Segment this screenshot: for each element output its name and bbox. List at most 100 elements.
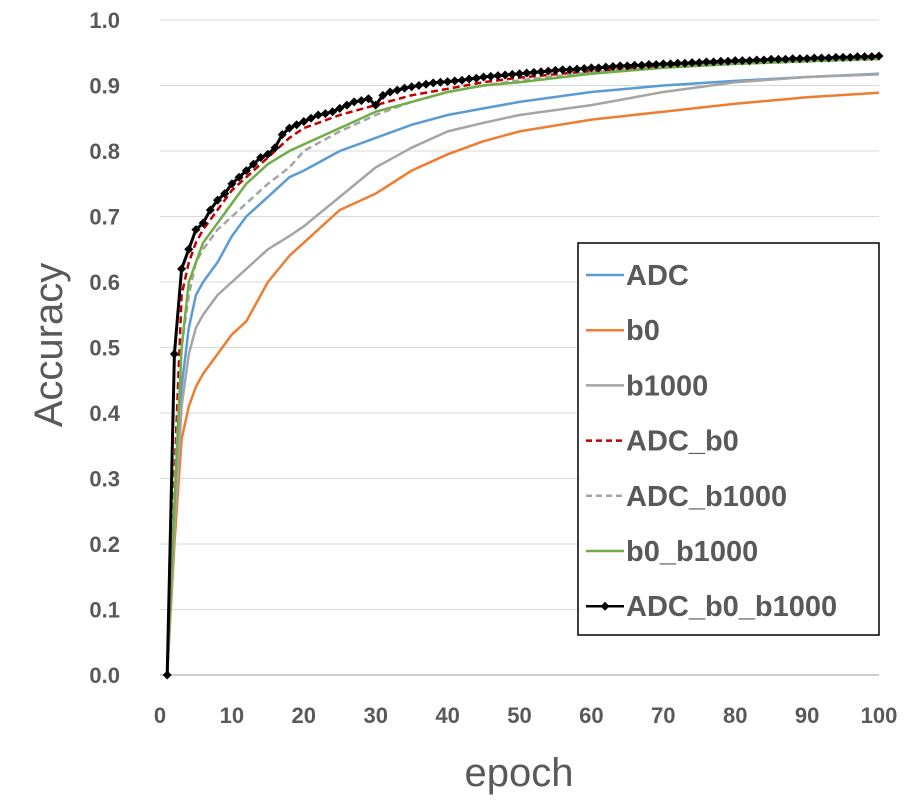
data-point-marker <box>292 120 302 130</box>
data-point-marker <box>550 65 560 75</box>
data-point-marker <box>169 349 179 359</box>
x-axis-title: epoch <box>465 751 574 795</box>
data-point-marker <box>809 53 819 63</box>
data-point-marker <box>205 205 215 215</box>
data-point-marker <box>213 195 223 205</box>
data-point-marker <box>586 63 596 73</box>
data-point-marker <box>227 179 237 189</box>
data-point-marker <box>320 109 330 119</box>
data-point-marker <box>234 172 244 182</box>
x-tick-label: 90 <box>795 703 819 728</box>
data-point-marker <box>515 69 524 79</box>
data-point-marker <box>701 57 711 67</box>
data-point-marker <box>371 100 381 110</box>
data-point-marker <box>658 59 668 69</box>
data-point-marker <box>277 130 287 140</box>
data-point-marker <box>450 76 460 86</box>
data-point-marker <box>162 670 172 680</box>
data-point-marker <box>694 58 704 68</box>
data-point-marker <box>852 52 862 62</box>
data-point-marker <box>184 244 194 254</box>
y-tick-label: 0.0 <box>89 663 120 688</box>
legend-label: ADC_b0_b1000 <box>626 591 837 623</box>
series-line-b1000 <box>165 73 880 676</box>
data-point-marker <box>601 62 611 72</box>
data-point-marker <box>299 117 309 127</box>
data-point-marker <box>342 100 352 110</box>
data-point-marker <box>558 65 568 75</box>
data-point-marker <box>723 56 733 66</box>
y-tick-label: 0.2 <box>89 532 120 557</box>
x-tick-label: 80 <box>723 703 747 728</box>
legend-label: b0_b1000 <box>626 536 758 568</box>
data-point-marker <box>421 79 431 89</box>
legend-label: ADC_b0 <box>626 426 739 458</box>
data-point-marker <box>795 54 805 64</box>
data-point-marker <box>198 218 208 228</box>
data-point-marker <box>399 83 409 93</box>
y-tick-label: 0.3 <box>89 467 120 492</box>
data-point-marker <box>680 58 690 68</box>
data-point-marker <box>824 53 834 63</box>
data-point-marker <box>594 63 604 73</box>
gridlines <box>160 19 879 610</box>
data-point-marker <box>270 143 280 153</box>
data-point-marker <box>364 94 374 104</box>
data-point-marker <box>191 225 201 235</box>
y-tick-label: 0.7 <box>89 205 120 230</box>
data-point-marker <box>479 72 489 82</box>
data-point-marker <box>335 103 345 113</box>
data-point-marker <box>608 62 618 72</box>
data-point-marker <box>716 56 726 66</box>
data-point-marker <box>241 166 251 176</box>
data-point-marker <box>565 65 575 75</box>
data-point-marker <box>665 59 675 69</box>
y-tick-label: 0.9 <box>89 74 120 99</box>
data-point-marker <box>263 149 273 159</box>
data-point-marker <box>457 75 467 85</box>
data-point-marker <box>220 189 230 199</box>
y-tick-label: 0.4 <box>89 401 120 426</box>
data-point-marker <box>781 54 791 64</box>
x-tick-label: 60 <box>579 703 603 728</box>
axes: 0.0 0.1 0.2 0.3 0.4 0.5 0.6 0.7 0.8 0.9 1.0 0 10 20 30… <box>89 8 897 728</box>
data-point-marker <box>860 52 870 62</box>
data-point-marker <box>615 61 625 71</box>
data-point-marker <box>507 69 517 79</box>
data-point-marker <box>867 52 877 62</box>
x-tick-label: 20 <box>292 703 316 728</box>
data-point-marker <box>486 71 496 81</box>
data-point-marker <box>816 53 826 63</box>
legend-marker <box>600 601 610 611</box>
data-point-marker <box>356 96 366 106</box>
data-point-marker <box>572 64 582 74</box>
data-point-marker <box>630 60 640 70</box>
y-tick-label: 0.8 <box>89 139 120 164</box>
data-point-marker <box>759 55 769 65</box>
series-lines <box>162 51 884 680</box>
legend-label: b1000 <box>626 370 708 402</box>
data-point-marker <box>788 54 798 64</box>
x-tick-label: 10 <box>220 703 244 728</box>
data-point-marker <box>845 52 855 62</box>
series-line-adc <box>165 72 880 676</box>
x-tick-label: 30 <box>363 703 387 728</box>
data-point-marker <box>471 73 481 83</box>
legend-label: b0 <box>626 315 660 347</box>
x-tick-label: 70 <box>651 703 675 728</box>
data-point-marker <box>637 60 647 70</box>
data-point-marker <box>522 68 532 78</box>
data-point-marker <box>378 90 388 100</box>
x-tick-label: 40 <box>435 703 459 728</box>
y-axis-title: Accuracy <box>27 263 71 428</box>
data-point-marker <box>651 60 661 70</box>
series-line-b0-b1000 <box>165 57 880 676</box>
data-point-marker <box>644 60 654 70</box>
data-point-marker <box>392 85 402 95</box>
data-point-marker <box>284 123 294 133</box>
data-point-marker <box>709 57 719 67</box>
data-point-marker <box>349 97 359 107</box>
x-tick-label: 0 <box>154 703 166 728</box>
